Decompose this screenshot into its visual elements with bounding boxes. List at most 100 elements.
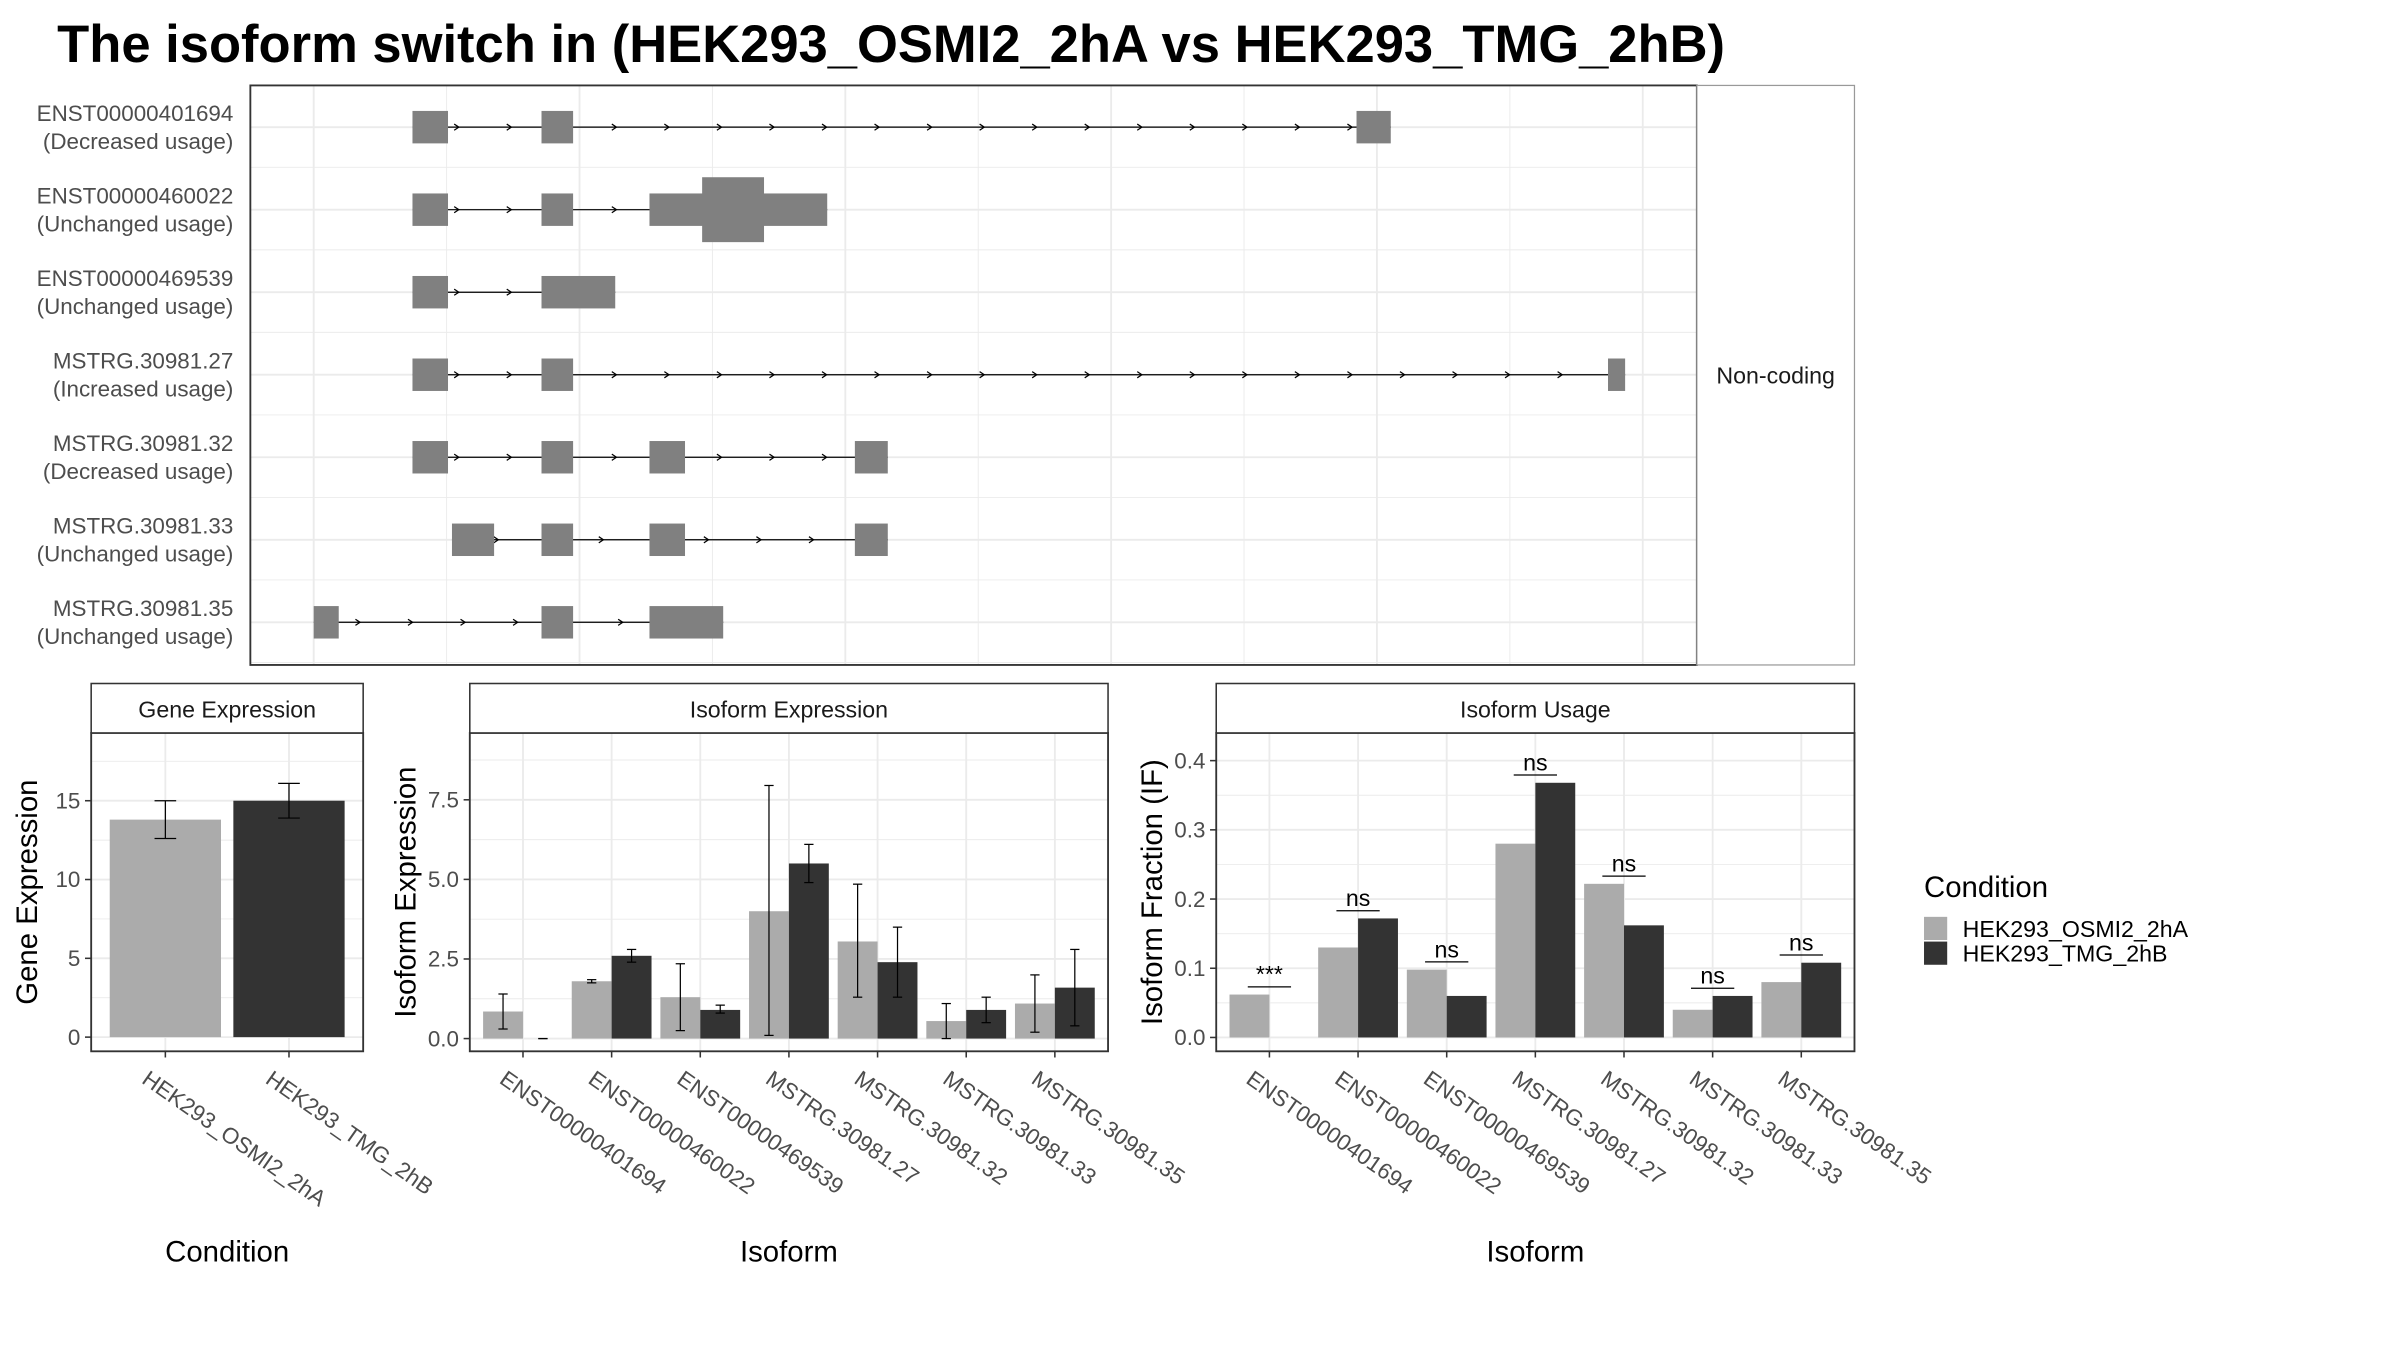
exon <box>412 110 449 144</box>
exon <box>451 523 495 557</box>
direction-arrow <box>926 123 933 131</box>
bar <box>1446 995 1487 1038</box>
direction-arrow <box>506 371 513 379</box>
direction-arrow <box>460 618 467 626</box>
y-tick-label: 0.1 <box>1174 956 1205 981</box>
exon <box>541 606 574 639</box>
exon <box>412 358 449 391</box>
direction-arrow <box>769 453 776 461</box>
x-axis-title: Isoform <box>740 1235 838 1268</box>
facet-strip <box>469 682 1109 734</box>
y-tick-label: 2.5 <box>428 947 459 972</box>
direction-arrow <box>506 206 513 214</box>
significance-label: *** <box>1256 961 1283 987</box>
transcript-id: MSTRG.30981.35 <box>53 596 233 621</box>
direction-arrow <box>493 536 500 544</box>
bar <box>1801 962 1842 1038</box>
exon <box>412 441 449 474</box>
exon <box>541 358 574 391</box>
direction-arrow <box>453 371 460 379</box>
direction-arrow <box>756 536 763 544</box>
direction-arrow <box>1136 371 1144 379</box>
direction-arrow <box>355 618 362 626</box>
direction-arrow <box>1347 371 1354 379</box>
x-tick-label: MSTRG.30981.35 <box>1774 1066 1936 1190</box>
x-tick-label: MSTRG.30981.27 <box>761 1066 923 1190</box>
direction-arrow <box>453 206 460 214</box>
x-axis-title: Condition <box>165 1235 289 1268</box>
direction-arrow <box>1399 371 1406 379</box>
x-tick-label: MSTRG.30981.35 <box>1027 1066 1189 1190</box>
significance-label: ns <box>1700 963 1724 989</box>
exon <box>702 177 765 243</box>
direction-arrow <box>512 618 519 626</box>
exon <box>854 523 888 557</box>
direction-arrow <box>716 453 723 461</box>
facet-strip <box>1215 682 1856 734</box>
direction-arrow <box>1084 123 1091 131</box>
direction-arrow <box>1189 371 1196 379</box>
transcript-status: (Unchanged usage) <box>37 624 234 649</box>
bar <box>1495 843 1536 1038</box>
direction-arrow <box>506 288 513 296</box>
direction-arrow <box>506 453 513 461</box>
exon <box>1356 110 1391 144</box>
bar <box>788 863 829 1039</box>
isoform-expression-panel: 0.02.55.07.5ENST00000401694ENST000004600… <box>390 682 1189 1268</box>
y-tick-label: 0.0 <box>428 1026 459 1051</box>
direction-arrow <box>611 123 618 131</box>
direction-arrow <box>821 371 828 379</box>
transcript-id: MSTRG.30981.27 <box>53 349 233 374</box>
transcript-status: (Decreased usage) <box>43 459 233 484</box>
exon <box>541 275 616 309</box>
facet-label: Isoform Usage <box>1460 696 1611 722</box>
direction-arrow <box>453 123 460 131</box>
legend-swatch <box>1924 941 1948 965</box>
gene-structure-panel: ENST00000401694 (Decreased usage) ENST0000… <box>37 84 1856 666</box>
legend-title: Condition <box>1924 871 2048 904</box>
bar <box>1623 925 1664 1038</box>
exon <box>1608 358 1626 391</box>
transcript-id: MSTRG.30981.32 <box>53 431 233 456</box>
direction-arrow <box>453 288 460 296</box>
direction-arrow <box>611 453 618 461</box>
transcript-status: (Increased usage) <box>53 376 233 401</box>
exon <box>854 441 888 474</box>
direction-arrow <box>716 371 723 379</box>
exon <box>541 110 574 144</box>
direction-arrow <box>1242 371 1249 379</box>
y-tick-label: 0.3 <box>1174 818 1205 843</box>
exon <box>541 523 574 557</box>
bar <box>1535 782 1576 1038</box>
y-tick-label: 0.2 <box>1174 887 1205 912</box>
direction-arrow <box>611 371 618 379</box>
x-tick-label: MSTRG.30981.27 <box>1508 1066 1670 1190</box>
direction-arrow <box>821 123 828 131</box>
x-tick-label: MSTRG.30981.32 <box>850 1066 1012 1190</box>
direction-arrow <box>1084 371 1091 379</box>
significance-label: ns <box>1523 749 1547 775</box>
isoform-usage-panel: 0.00.10.20.30.4***nsnsnsnsnsnsENST000004… <box>1136 682 1936 1268</box>
transcript-status: (Unchanged usage) <box>37 294 234 319</box>
x-tick-label: MSTRG.30981.33 <box>939 1066 1101 1190</box>
exon <box>649 606 724 639</box>
x-tick-label: MSTRG.30981.32 <box>1596 1066 1758 1190</box>
bar <box>109 819 221 1038</box>
x-tick-label: MSTRG.30981.33 <box>1685 1066 1847 1190</box>
y-tick-label: 7.5 <box>428 788 459 813</box>
exon <box>313 606 339 639</box>
transcript-status: (Decreased usage) <box>43 129 233 154</box>
direction-arrow <box>617 618 624 626</box>
transcript-id: MSTRG.30981.33 <box>53 514 233 539</box>
direction-arrow <box>1452 371 1459 379</box>
direction-arrow <box>1294 123 1301 131</box>
direction-arrow <box>769 123 776 131</box>
facet-strip <box>1696 84 1856 666</box>
direction-arrow <box>979 371 986 379</box>
direction-arrow <box>1136 123 1144 131</box>
direction-arrow <box>1294 371 1301 379</box>
direction-arrow <box>1504 371 1511 379</box>
direction-arrow <box>1347 123 1354 131</box>
bar <box>1761 982 1802 1038</box>
